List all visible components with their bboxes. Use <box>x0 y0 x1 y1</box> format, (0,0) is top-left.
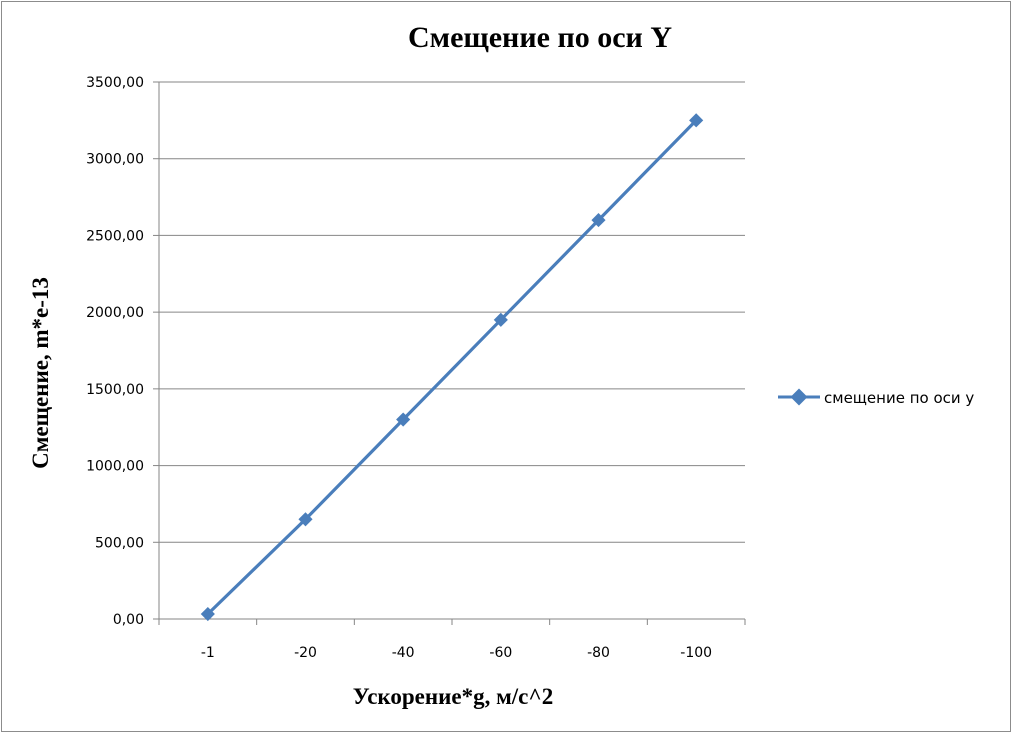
data-point <box>396 412 411 427</box>
series-line <box>206 119 698 616</box>
x-tick-label: -20 <box>294 645 317 661</box>
grid-lines <box>159 81 745 543</box>
y-tick-label: 3000,00 <box>86 152 144 168</box>
y-tick-label: 0,00 <box>113 612 144 628</box>
legend: смещение по оси у <box>778 388 974 407</box>
x-tick-label: -100 <box>680 645 712 661</box>
axes <box>158 82 745 620</box>
y-axis-title: Смещение, m*e-13 <box>28 277 53 469</box>
legend-label: смещение по оси у <box>824 389 974 407</box>
y-tick-label: 2000,00 <box>86 305 144 321</box>
data-point <box>298 512 313 527</box>
series-layer <box>200 113 704 622</box>
chart-title: Смещение по оси Y <box>408 21 672 54</box>
x-tick-label: -60 <box>489 645 512 661</box>
y-axis-ticks: 0,00 500,00 1000,00 1500,00 2000,00 2500,00 30… <box>86 75 159 628</box>
data-point <box>493 312 508 327</box>
data-point <box>200 606 215 622</box>
x-tick-label: -80 <box>587 645 610 661</box>
y-tick-label: 1500,00 <box>86 382 144 398</box>
x-tick-label: -1 <box>201 645 215 661</box>
y-tick-label: 2500,00 <box>86 228 144 244</box>
y-tick-label: 3500,00 <box>86 75 144 91</box>
x-axis-title: Ускорение*g, м/с^2 <box>353 684 553 709</box>
data-point <box>591 213 606 228</box>
legend-marker <box>790 388 808 406</box>
y-tick-label: 500,00 <box>95 535 144 551</box>
x-tick-label: -40 <box>392 645 415 661</box>
data-point <box>689 113 704 128</box>
x-axis-ticks: -1 -20 -40 -60 -80 -100 <box>158 619 746 661</box>
y-tick-label: 1000,00 <box>86 459 144 475</box>
